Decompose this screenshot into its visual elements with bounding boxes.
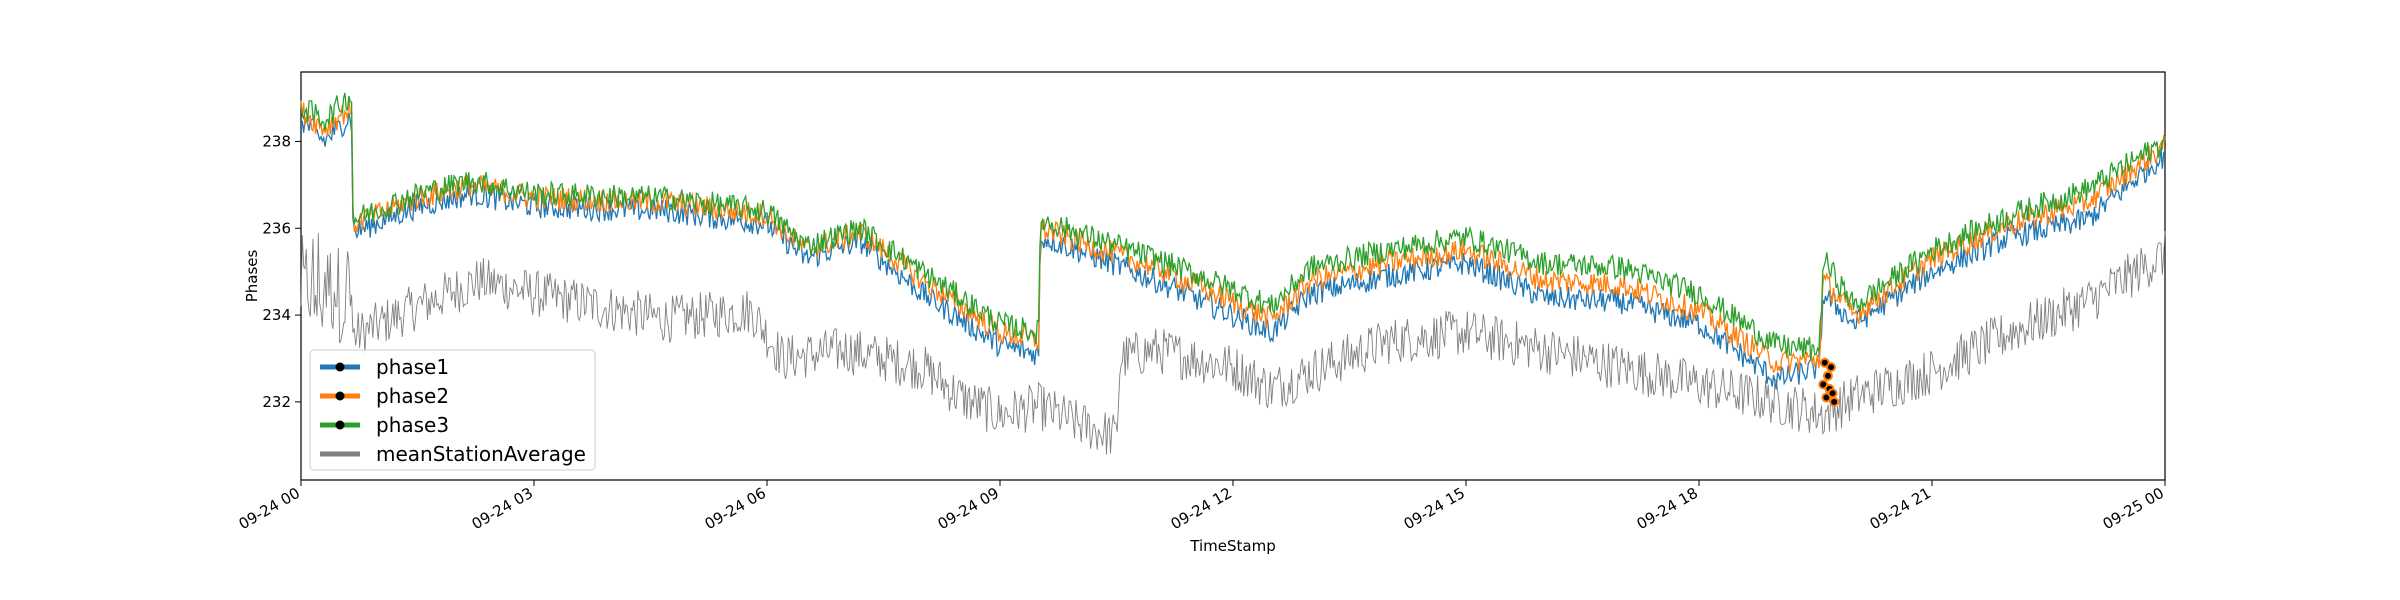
- legend-marker: [335, 391, 345, 401]
- x-tick-label: 09-24 12: [1168, 484, 1235, 533]
- x-tick-label: 09-24 18: [1634, 484, 1701, 533]
- legend-marker: [335, 362, 345, 372]
- series-line-phase3: [300, 92, 2166, 360]
- series-line-phase2: [300, 97, 2166, 374]
- highlight-point: [1829, 390, 1836, 397]
- x-tick-label: 09-24 00: [236, 484, 303, 533]
- highlight-point: [1824, 372, 1831, 379]
- legend-label: phase1: [376, 355, 449, 379]
- legend-label: phase3: [376, 413, 449, 437]
- x-tick-label: 09-24 09: [935, 484, 1002, 533]
- x-axis-title: TimeStamp: [1189, 537, 1275, 555]
- x-tick-label: 09-24 06: [702, 484, 769, 533]
- x-axis: 09-24 00 09-24 03 09-24 06 09-24 09 09-24 12…: [236, 480, 2167, 533]
- highlighted-points: [1818, 357, 1840, 407]
- legend-box: [309, 349, 596, 471]
- legend-label: meanStationAverage: [376, 442, 586, 466]
- x-tick-label: 09-25 00: [2100, 484, 2167, 533]
- highlight-point: [1831, 398, 1838, 405]
- y-tick-label: 234: [262, 306, 291, 324]
- legend-marker: [335, 420, 345, 430]
- legend-label: phase2: [376, 384, 449, 408]
- series-line-meanStationAverage: [300, 231, 2166, 455]
- x-tick-label: 09-24 03: [469, 484, 536, 533]
- highlight-point: [1828, 364, 1835, 371]
- y-axis: 232 234 236 238: [262, 132, 301, 411]
- series-layer: [300, 92, 2166, 455]
- y-tick-label: 236: [262, 219, 291, 237]
- y-tick-label: 238: [262, 132, 291, 150]
- x-tick-label: 09-24 21: [1867, 484, 1934, 533]
- highlight-point: [1823, 394, 1830, 401]
- highlight-point: [1821, 359, 1828, 366]
- series-line-phase1: [300, 112, 2166, 390]
- highlight-point: [1820, 381, 1827, 388]
- y-tick-label: 232: [262, 393, 291, 411]
- y-axis-title: Phases: [243, 250, 261, 303]
- legend: phase1 phase2 phase3 meanStationAverage: [309, 349, 596, 471]
- x-tick-label: 09-24 15: [1401, 484, 1468, 533]
